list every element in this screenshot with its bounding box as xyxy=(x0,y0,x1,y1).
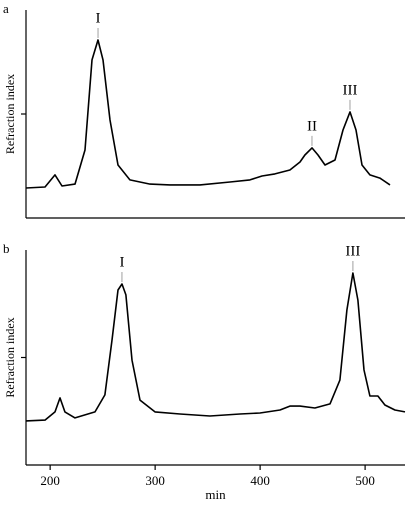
y-axis-label: Refraction index xyxy=(3,74,17,154)
trace xyxy=(25,272,406,422)
annotation: III xyxy=(342,82,357,98)
trace xyxy=(25,39,391,189)
annotation: III xyxy=(345,243,360,259)
y-axis-label: Refraction index xyxy=(3,317,17,397)
annotation: I xyxy=(96,10,101,26)
x-axis-label: min xyxy=(205,487,226,502)
panel-label: b xyxy=(3,241,10,256)
x-tick-label: 500 xyxy=(355,473,375,488)
x-tick-label: 400 xyxy=(250,473,270,488)
x-tick-label: 300 xyxy=(145,473,165,488)
x-tick-label: 200 xyxy=(40,473,60,488)
panel-label: a xyxy=(3,1,9,16)
annotation: II xyxy=(307,118,317,134)
annotation: I xyxy=(119,254,124,270)
